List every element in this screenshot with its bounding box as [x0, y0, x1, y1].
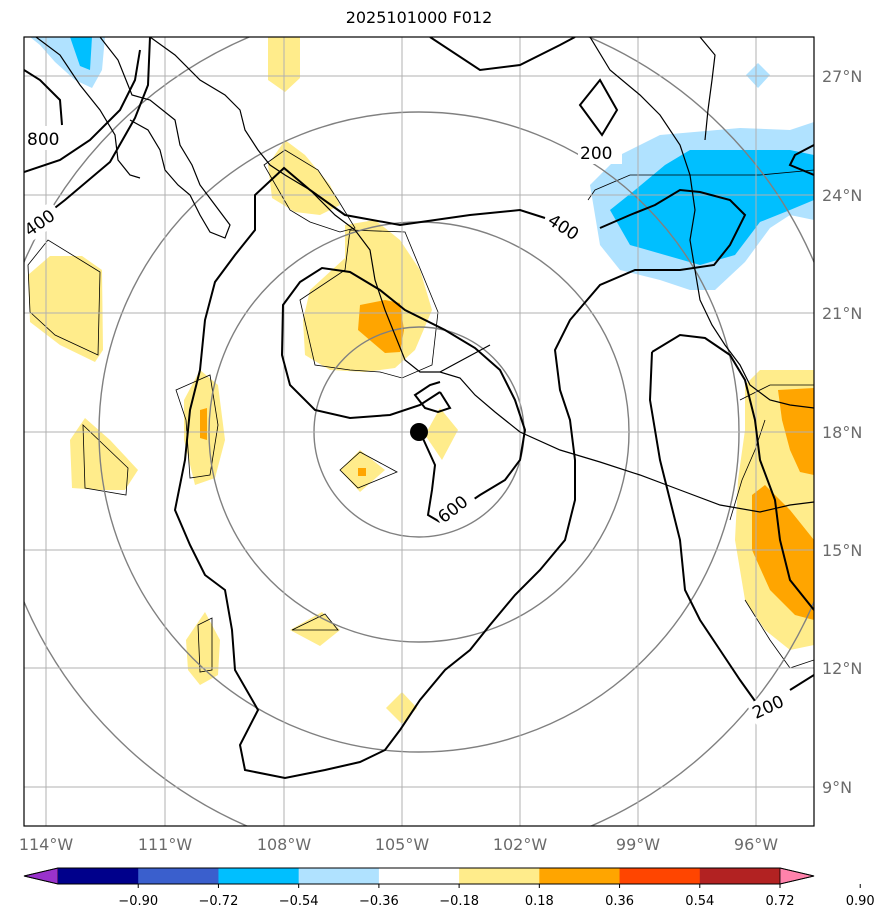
- colorbar-extend-max: [779, 867, 815, 885]
- colorbar-segment: [699, 868, 781, 884]
- lon-label: 102°W: [493, 835, 548, 854]
- colorbar-segment: [539, 868, 621, 884]
- lon-label: 105°W: [375, 835, 430, 854]
- lat-label: 12°N: [822, 659, 862, 678]
- lat-label: 24°N: [822, 186, 862, 205]
- lon-label: 114°W: [19, 835, 74, 854]
- colorbar-segment: [619, 868, 701, 884]
- lat-label: 18°N: [822, 423, 862, 442]
- lat-label: 27°N: [822, 67, 862, 86]
- thick-contours: [24, 37, 814, 780]
- colorbar-tick-label: −0.54: [279, 894, 319, 909]
- colorbar-tick-label: 0.36: [605, 894, 634, 909]
- colorbar-extend-min: [23, 867, 59, 885]
- coastlines: [35, 37, 814, 513]
- colorbar-segment: [459, 868, 540, 884]
- negative-shading: [30, 37, 814, 290]
- colorbar-segment: [138, 868, 219, 884]
- lat-label: 9°N: [822, 778, 852, 797]
- colorbar-segment: [378, 868, 460, 884]
- lon-label: 108°W: [257, 835, 312, 854]
- colorbar-tick-label: −0.72: [199, 894, 239, 909]
- colorbar-segment: [298, 868, 380, 884]
- colorbar-tick-label: −0.18: [439, 894, 479, 909]
- colorbar-tick-label: 0.54: [685, 894, 714, 909]
- lat-label: 15°N: [822, 541, 862, 560]
- colorbar-tick-label: −0.90: [118, 894, 158, 909]
- colorbar-tick-label: 0.90: [846, 894, 875, 909]
- colorbar-segment: [218, 868, 300, 884]
- lat-label: 21°N: [822, 304, 862, 323]
- colorbar-outline: [23, 867, 815, 885]
- colorbar: −0.90 −0.72 −0.54 −0.36 −0.18 0.18 0.36 0.54 0.7…: [23, 867, 875, 909]
- lon-label: 111°W: [138, 835, 193, 854]
- colorbar-segment: [58, 868, 139, 884]
- map-area: 800 400 200 400 600 200: [24, 37, 814, 826]
- colorbar-tick-label: 0.72: [766, 894, 795, 909]
- storm-center-marker: [410, 423, 428, 441]
- lon-label: 96°W: [734, 835, 778, 854]
- thin-contours: [27, 149, 814, 673]
- lon-label: 99°W: [616, 835, 660, 854]
- colorbar-tick-label: −0.36: [359, 894, 399, 909]
- latitude-labels: 27°N 24°N 21°N 18°N 15°N 12°N 9°N: [822, 67, 862, 797]
- contour-label-200-north: 200: [580, 144, 612, 164]
- map-title: 2025101000 F012: [345, 8, 493, 27]
- contour-label-800: 800: [27, 130, 59, 150]
- longitude-labels: 114°W 111°W 108°W 105°W 102°W 99°W 96°W: [19, 835, 778, 854]
- colorbar-tick-label: 0.18: [525, 894, 554, 909]
- map-frame: [23, 36, 815, 827]
- contour-labels: 800 400 200 400 600 200: [24, 126, 795, 725]
